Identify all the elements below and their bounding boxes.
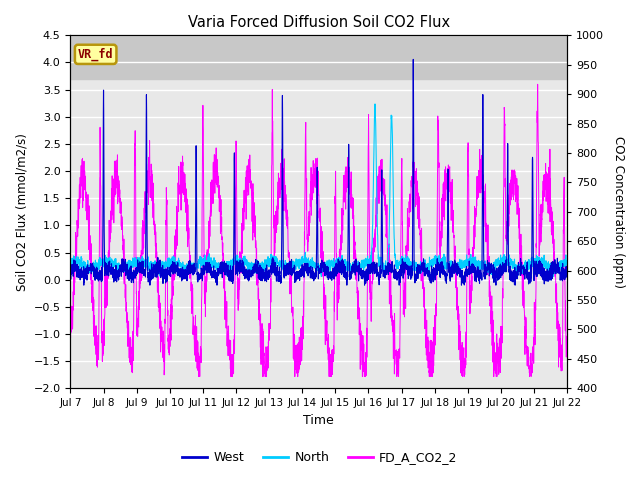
Bar <box>70 36 567 79</box>
X-axis label: Time: Time <box>303 414 334 427</box>
Y-axis label: CO2 Concentration (ppm): CO2 Concentration (ppm) <box>612 136 625 288</box>
Y-axis label: Soil CO2 Flux (mmol/m2/s): Soil CO2 Flux (mmol/m2/s) <box>15 133 28 291</box>
Title: Varia Forced Diffusion Soil CO2 Flux: Varia Forced Diffusion Soil CO2 Flux <box>188 15 450 30</box>
Text: VR_fd: VR_fd <box>78 48 113 61</box>
Legend: West, North, FD_A_CO2_2: West, North, FD_A_CO2_2 <box>177 446 463 469</box>
